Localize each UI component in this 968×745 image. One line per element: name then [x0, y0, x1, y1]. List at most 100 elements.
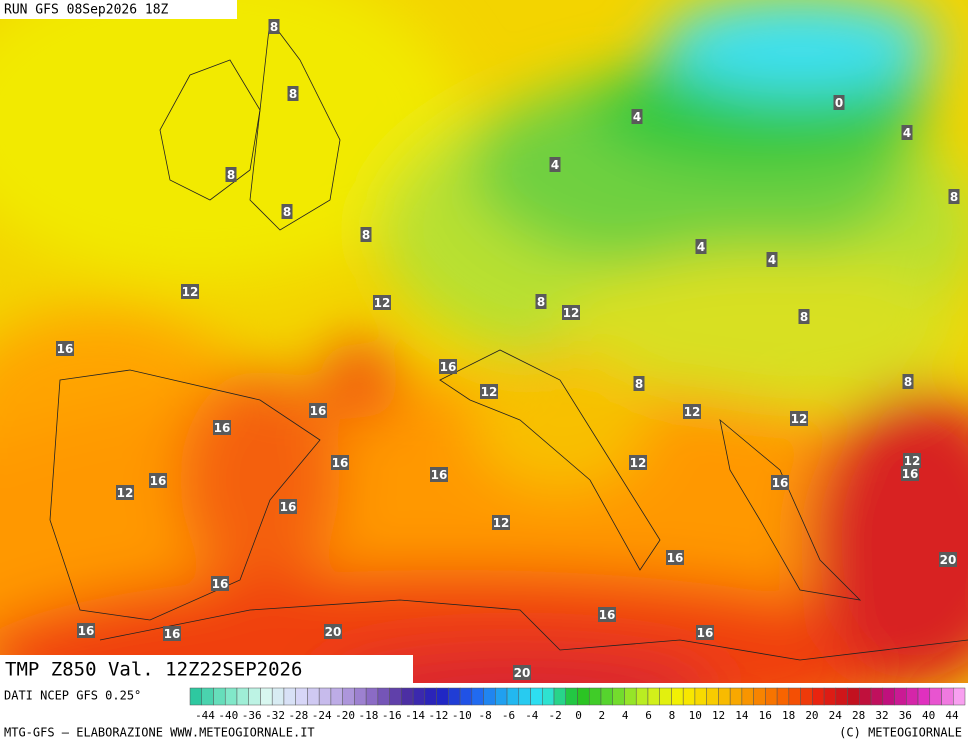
legend-swatch: [236, 687, 249, 706]
legend-swatch: [635, 687, 649, 706]
label-box: [331, 455, 349, 470]
label-box: [268, 19, 280, 34]
legend-swatch: [342, 687, 355, 706]
label-box: [902, 374, 914, 389]
label-box: [430, 467, 448, 482]
legend-tick-label: 36: [899, 709, 912, 722]
legend-swatch: [753, 687, 766, 706]
label-box: [598, 607, 616, 622]
legend-swatch: [612, 687, 625, 706]
legend-swatch: [530, 687, 543, 706]
legend-tick-label: -40: [218, 709, 238, 722]
legend-tick-label: -28: [288, 709, 308, 722]
legend-swatch: [682, 687, 696, 706]
legend-tick-label: -32: [265, 709, 285, 722]
contour-label: 8: [289, 87, 297, 101]
legend-swatch: [495, 687, 508, 706]
legend-tick-label: 10: [689, 709, 702, 722]
contour-label: 8: [537, 295, 545, 309]
legend-tick-label: -44: [195, 709, 215, 722]
legend-swatch: [565, 687, 578, 706]
legend-swatch: [941, 687, 954, 706]
legend-tick-label: 16: [759, 709, 772, 722]
legend-swatch: [401, 687, 414, 706]
legend-swatch: [659, 687, 672, 706]
contour-label: 8: [800, 310, 808, 324]
contour-label: 8: [227, 168, 235, 182]
label-box: [696, 625, 714, 640]
contour-label: 12: [493, 516, 510, 530]
legend-swatch: [647, 687, 660, 706]
legend-tick-label: 32: [875, 709, 888, 722]
label-box: [281, 204, 293, 219]
source-label: DATI NCEP GFS 0.25°: [4, 689, 141, 703]
legend-swatch: [318, 687, 332, 706]
legend-swatch: [283, 687, 296, 706]
legend-tick-label: -10: [452, 709, 472, 722]
legend-tick-label: 20: [805, 709, 818, 722]
contour-label: 12: [117, 486, 134, 500]
contour-label: 4: [697, 240, 705, 254]
legend-swatch: [812, 687, 825, 706]
legend-swatch: [412, 687, 426, 706]
contour-label: 12: [791, 412, 808, 426]
label-box: [116, 485, 134, 500]
title-box: [0, 655, 413, 684]
label-box: [492, 515, 510, 530]
legend-swatch: [906, 687, 919, 706]
contour-label: 16: [214, 421, 231, 435]
legend-swatch: [624, 687, 637, 706]
legend-swatch: [847, 687, 860, 706]
legend-tick-label: 28: [852, 709, 865, 722]
label-box: [211, 576, 229, 591]
legend-tick-label: -36: [242, 709, 262, 722]
label-box: [666, 550, 684, 565]
legend-swatch: [436, 687, 449, 706]
label-box: [549, 157, 561, 172]
legend-tick-label: 18: [782, 709, 795, 722]
legend-tick-label: -2: [549, 709, 562, 722]
label-box: [513, 665, 531, 680]
contour-label: 12: [182, 285, 199, 299]
contour-label: 4: [551, 158, 559, 172]
contour-label: 20: [940, 553, 957, 567]
label-box: [790, 411, 808, 426]
label-box: [149, 473, 167, 488]
credit-label: MTG-GFS — ELABORAZIONE WWW.METEOGIORNALE…: [4, 726, 315, 740]
copyright-label: (C) METEOGIORNALE: [839, 726, 962, 740]
legend-swatch: [424, 687, 437, 706]
legend-swatch: [788, 687, 801, 706]
contour-label: 16: [57, 342, 74, 356]
contour-label: 12: [563, 306, 580, 320]
contour-label: 0: [835, 96, 843, 110]
contour-label: 8: [950, 190, 958, 204]
legend-tick-label: 0: [575, 709, 582, 722]
label-box: [225, 167, 237, 182]
contour-label: 4: [768, 253, 776, 267]
legend-swatch: [201, 687, 214, 706]
legend-tick-label: 2: [599, 709, 606, 722]
contour-label: 12: [374, 296, 391, 310]
legend-swatch: [588, 687, 602, 706]
contour-label: 8: [283, 205, 291, 219]
legend-swatch: [859, 687, 872, 706]
legend-swatch: [800, 687, 813, 706]
label-box: [901, 466, 919, 481]
label-box: [181, 284, 199, 299]
contour-label: 16: [697, 626, 714, 640]
legend-swatch: [882, 687, 895, 706]
legend-swatch: [542, 687, 555, 706]
contour-label: 16: [164, 627, 181, 641]
label-box: [633, 376, 645, 391]
legend-tick-label: 4: [622, 709, 629, 722]
legend-tick-label: -12: [429, 709, 449, 722]
legend-swatch: [471, 687, 484, 706]
legend-swatch: [307, 687, 320, 706]
label-box: [439, 359, 457, 374]
contour-label: 4: [903, 126, 911, 140]
legend-tick-label: 6: [645, 709, 652, 722]
legend-swatch: [483, 687, 496, 706]
contour-label: 20: [325, 625, 342, 639]
legend-tick-label: 12: [712, 709, 725, 722]
